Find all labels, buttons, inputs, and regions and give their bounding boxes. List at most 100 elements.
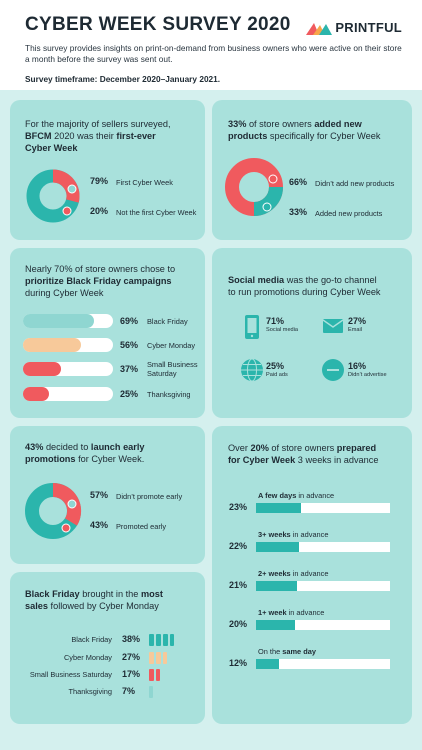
campaign-bar-track [23,362,113,376]
prep-bar-track [256,659,390,669]
sales-label: Small Business Saturday [29,670,112,679]
sales-bar-segment [149,686,153,698]
prep-label-rest: in advance [296,491,335,500]
stat-label: Promoted early [116,522,167,531]
envelope-icon [322,319,344,333]
header: CYBER WEEK SURVEY 2020 PRINTFUL This sur… [0,0,422,90]
campaign-bar [23,314,94,328]
prep-label-rest: in advance [290,530,329,539]
channel-label: Paid ads [266,372,288,378]
campaign-label: Black Friday [147,317,188,326]
prep-bar-track [256,620,390,630]
stat-pct: 43% [90,520,109,530]
stat-pct: 20% [90,206,109,216]
stat-pct: 66% [289,177,308,187]
channel-pct: 27% [348,316,367,326]
sales-label: Thanksgiving [68,687,112,696]
campaign-pct: 56% [120,340,139,350]
card-most-sales: Black Friday brought in the most sales f… [10,572,205,724]
prep-bar-track [256,503,390,513]
card-heading: 43% decided to launch early promotions f… [25,442,145,464]
timeframe: Survey timeframe: December 2020–January … [25,74,221,84]
prep-bar [256,659,279,669]
sales-bar-segment [149,652,154,664]
sales-bar-segment [163,634,168,646]
prep-label: A few days in advance [258,491,334,500]
stat-label: Didn’t promote early [116,492,183,501]
prep-label-bold: 1+ week [258,608,287,617]
channel-label: Didn’t advertise [348,372,387,378]
stat-label: Didn’t add new products [315,179,395,188]
printful-logo-icon [306,22,333,35]
campaign-bar-track [23,387,113,401]
stat-label: Not the first Cyber Week [116,208,197,217]
card-heading: Black Friday brought in the most sales f… [25,589,163,611]
prep-label-bold: same day [282,647,316,656]
stat-pct: 57% [90,490,109,500]
channel-pct: 16% [348,361,367,371]
sales-pct: 17% [122,669,141,679]
card-heading: Social media was the go-to channel to ru… [228,275,381,297]
intro-text: This survey provides insights on print-o… [25,43,402,64]
phone-icon [245,315,259,339]
prep-pct: 21% [229,580,248,590]
sales-pct: 27% [122,652,141,662]
page-title: CYBER WEEK SURVEY 2020 [25,14,291,35]
campaign-pct: 69% [120,316,139,326]
prep-pct: 22% [229,541,248,551]
donut-chart [26,169,80,223]
logo-text: PRINTFUL [335,20,402,35]
card-heading: Over 20% of store owners prepared for Cy… [228,443,379,465]
campaign-bar [23,338,81,352]
channel-pct: 71% [266,316,285,326]
sales-pct: 38% [122,634,141,644]
campaign-pct: 25% [120,389,139,399]
card-heading: 33% of store owners added new products s… [228,119,381,141]
card-first-cyber-week: For the majority of sellers surveyed, BF… [10,100,205,240]
donut-slice-added [253,186,283,216]
card-promotion-channels: Social media was the go-to channel to ru… [212,248,412,418]
sales-bar-segment [170,634,174,646]
card-prioritize-campaigns: Nearly 70% of store owners chose to prio… [10,248,205,418]
sales-bar-segment [156,634,161,646]
sales-bar-segment [156,669,160,681]
card-heading: Nearly 70% of store owners chose to prio… [25,264,176,298]
minus-icon [322,359,344,381]
prep-label: 3+ weeks in advance [258,530,328,539]
prep-bar-track [256,581,390,591]
card-heading: For the majority of sellers surveyed, BF… [25,119,171,153]
prep-label-bold: A few days [258,491,297,500]
prep-label: On the same day [258,647,316,656]
sales-pct: 7% [122,686,136,696]
donut-slice-not-first [52,169,80,203]
campaign-bar-track [23,338,113,352]
campaign-bar [23,362,61,376]
prep-label-bold: 3+ weeks [258,530,291,539]
campaign-bar-track [23,314,113,328]
channel-pct: 25% [266,361,285,371]
campaign-bar [23,387,49,401]
prep-label: 2+ weeks in advance [258,569,328,578]
donut-chart [225,158,283,216]
prep-bar [256,542,299,552]
prep-label: 1+ week in advance [258,608,324,617]
sales-label: Cyber Monday [63,653,112,662]
sales-bar-segment [149,669,154,681]
stat-label: First Cyber Week [116,178,173,187]
prep-label-rest: in advance [286,608,325,617]
donut-chart [25,482,82,539]
campaign-label: Cyber Monday [147,341,196,350]
campaign-label: Thanksgiving [147,390,191,399]
card-preparation-time: Over 20% of store owners prepared for Cy… [212,426,412,724]
prep-label-bold: 2+ weeks [258,569,291,578]
sales-label: Black Friday [71,635,112,644]
stat-pct: 33% [289,207,308,217]
campaign-label: Small Business Saturday [147,360,198,378]
prep-bar-track [256,542,390,552]
campaign-pct: 37% [120,364,139,374]
card-new-products: 33% of store owners added new products s… [212,100,412,240]
globe-icon [241,358,263,382]
sales-bar-segment [163,652,167,664]
channel-label: Email [348,327,362,333]
prep-pct: 12% [229,658,248,668]
